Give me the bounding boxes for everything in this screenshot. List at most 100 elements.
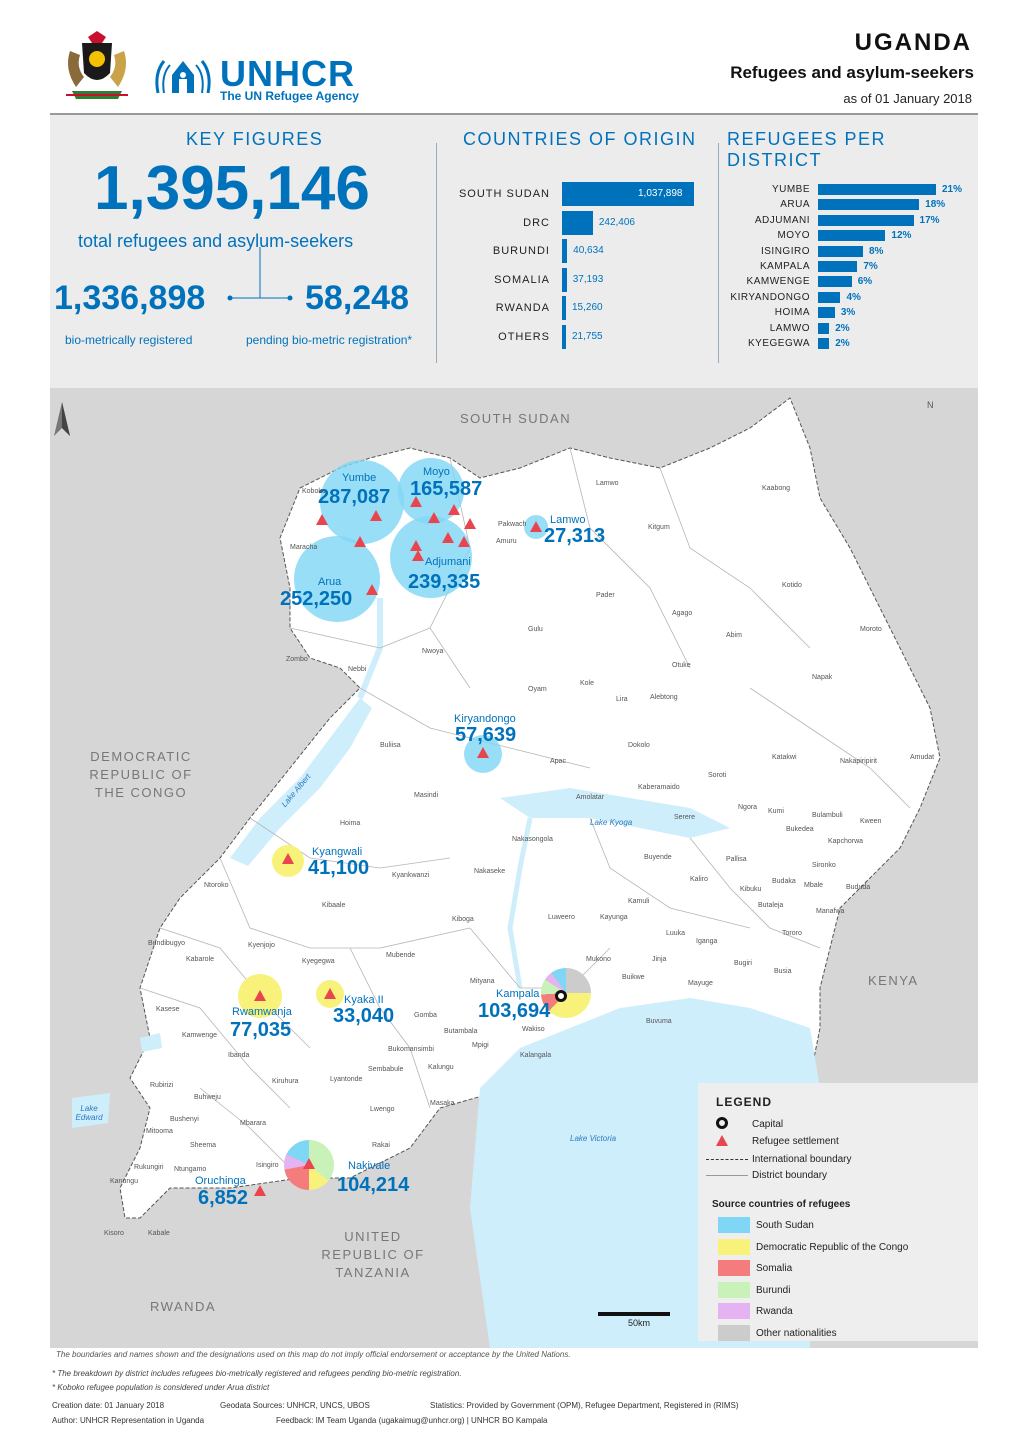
district-label: Otuke <box>672 662 691 669</box>
pending-label: pending bio-metric registration* <box>246 333 413 347</box>
capital-icon <box>555 990 567 1002</box>
lake-kyoga <box>500 788 730 838</box>
unhcr-tagline: The UN Refugee Agency <box>220 89 359 103</box>
district-label: Rakai <box>372 1142 390 1149</box>
district-label: MOYO <box>777 230 810 242</box>
district-bar <box>818 338 830 349</box>
district-label: Budaka <box>772 878 796 885</box>
settlement-triangle-icon <box>316 514 328 525</box>
district-label: Lwengo <box>370 1106 395 1113</box>
district-label: ADJUMANI <box>754 214 810 226</box>
neighbour-rwanda: RWANDA <box>150 1299 217 1314</box>
district-boundary-legend-icon <box>706 1175 748 1176</box>
legend-source-label: Rwanda <box>756 1306 793 1317</box>
district-label: Bugiri <box>734 960 752 967</box>
district-label: KIRYANDONGO <box>730 291 810 303</box>
uganda-coat-of-arms-icon <box>66 31 128 99</box>
legend-item: Capital <box>752 1119 784 1130</box>
total-refugees-number: 1,395,146 <box>94 154 370 223</box>
district-label: Kaliro <box>690 876 708 883</box>
district-label: ARUA <box>780 199 810 211</box>
district-value: 2% <box>835 322 850 334</box>
lake-george <box>140 1033 162 1052</box>
district-label: Mukono <box>586 956 611 963</box>
district-label: Buliisa <box>380 742 401 749</box>
footnote: * Koboko refugee population is considere… <box>52 1383 270 1392</box>
district-label: Kalungu <box>428 1064 454 1071</box>
district-label: Kamuli <box>628 898 650 905</box>
settlement-triangle-icon <box>324 988 336 999</box>
legend-source-title: Source countries of refugees <box>712 1199 851 1210</box>
district-value: 17% <box>919 214 940 226</box>
district-label: Lyantonde <box>330 1076 363 1083</box>
settlement-value: 6,852 <box>198 1187 249 1209</box>
district-label: Rukungiri <box>134 1164 164 1171</box>
origin-value: 40,634 <box>573 245 604 256</box>
key-figures-panel: KEY FIGURES 1,395,146 total refugees and… <box>50 113 978 388</box>
settlement-triangle-icon <box>410 496 422 507</box>
neighbour-tanzania: UNITED REPUBLIC OF TANZANIA <box>321 1229 425 1280</box>
district-label: Mbale <box>804 882 824 889</box>
district-value: 21% <box>942 184 963 195</box>
uganda-map: SOUTH SUDAN DEMOCRATIC REPUBLIC OF THE C… <box>50 388 978 1348</box>
settlement-value: 33,040 <box>333 1005 395 1027</box>
district-value: 4% <box>846 291 861 303</box>
origin-label: OTHERS <box>498 330 550 343</box>
district-label: Kayunga <box>600 914 628 921</box>
settlement-triangle-icon <box>354 536 366 547</box>
district-label: Kiboga <box>452 916 474 923</box>
geodata-sources: Geodata Sources: UNHCR, UNCS, UBOS <box>220 1401 370 1410</box>
settlement-bubble-adjumani <box>390 516 472 598</box>
neighbour-kenya: KENYA <box>868 973 919 988</box>
creation-date: Creation date: 01 January 2018 <box>52 1401 165 1410</box>
north-label: N <box>927 400 934 410</box>
district-bar <box>818 307 835 319</box>
district-label: Bukedea <box>786 826 814 833</box>
district-label: Soroti <box>708 772 727 779</box>
district-label: Buvuma <box>646 1018 672 1025</box>
district-label: Kibaale <box>322 902 346 909</box>
settlement-name: Kiryandongo <box>454 713 516 725</box>
district-label: Amudat <box>910 754 935 761</box>
settlement-triangle-icon <box>477 747 489 758</box>
district-label: Abim <box>726 632 742 639</box>
divider <box>718 143 719 363</box>
district-label: Zombo <box>286 656 308 663</box>
origin-bar <box>562 182 694 206</box>
district-value: 3% <box>840 307 856 319</box>
settlement-triangle-icon <box>282 853 294 864</box>
lake-albert <box>230 698 372 866</box>
lake-edward <box>72 1093 110 1128</box>
settlement-name: Adjumani <box>425 556 471 568</box>
settlement-triangle-icon <box>442 532 454 543</box>
settlement-triangle-icon <box>303 1158 315 1169</box>
settlement-name: Kampala <box>496 988 540 1000</box>
settlement-triangle-icon <box>370 510 382 521</box>
country-title: UGANDA <box>854 29 972 56</box>
district-label: Mityana <box>470 978 495 985</box>
district-value: 7% <box>863 261 878 272</box>
origin-label: SOUTH SUDAN <box>458 188 550 200</box>
report-date: as of 01 January 2018 <box>843 91 972 106</box>
divider <box>436 143 437 363</box>
origin-value: 15,260 <box>572 302 603 313</box>
district-label: Mpigi <box>472 1042 489 1049</box>
district-label: Buyende <box>644 854 672 861</box>
district-label: Isingiro <box>256 1162 279 1169</box>
district-bar <box>818 184 936 195</box>
registered-label: bio-metrically registered <box>65 333 193 347</box>
origin-value: 21,755 <box>572 330 603 342</box>
settlement-value: 103,694 <box>478 1000 551 1022</box>
settlement-value: 27,313 <box>544 525 606 547</box>
countries-of-origin-title: COUNTRIES OF ORIGIN <box>463 129 697 149</box>
district-label: Pallisa <box>726 856 747 863</box>
district-label: KAMWENGE <box>746 276 810 288</box>
district-label: Agago <box>672 610 693 617</box>
author: Author: UNHCR Representation in Uganda <box>52 1416 205 1425</box>
district-label: Katakwi <box>772 754 797 761</box>
district-label: Mbarara <box>240 1120 267 1127</box>
district-label: Ngora <box>738 804 758 811</box>
settlement-value: 287,087 <box>318 486 391 508</box>
capital-legend-icon <box>716 1117 728 1129</box>
district-label: YUMBE <box>771 184 810 195</box>
